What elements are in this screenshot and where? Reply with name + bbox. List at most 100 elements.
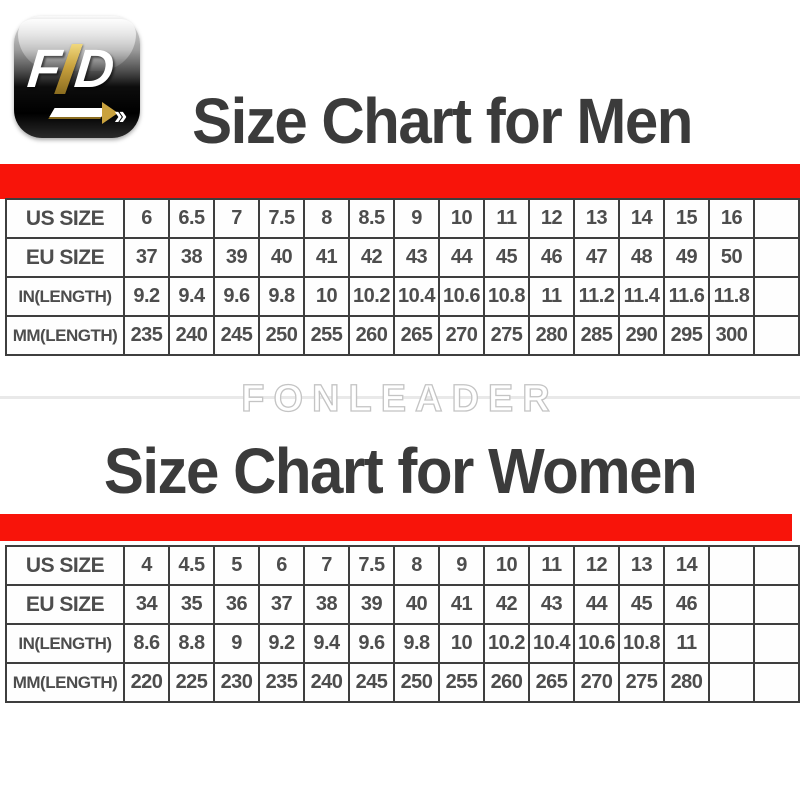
empty-cell [708, 662, 755, 703]
size-cell: 255 [303, 315, 350, 356]
size-cell: 9 [393, 198, 440, 239]
fld-logo-text: F D [25, 39, 117, 99]
size-cell: 9.4 [168, 276, 215, 317]
size-cell: 11.4 [618, 276, 665, 317]
row-label: EU SIZE [5, 237, 125, 278]
empty-cell [708, 584, 755, 625]
table-row: EU SIZE 34 35 36 37 38 39 40 41 42 43 44 45 46 [5, 584, 800, 625]
table-row: MM(LENGTH) 235 240 245 250 255 260 265 270 275 280… [5, 315, 800, 356]
size-cell: 280 [663, 662, 710, 703]
size-cell: 47 [573, 237, 620, 278]
size-cell: 6 [123, 198, 170, 239]
size-cell: 11.8 [708, 276, 755, 317]
red-divider-bar-men [0, 164, 800, 199]
red-divider-bar-women [0, 514, 792, 541]
row-label: US SIZE [5, 545, 125, 586]
size-cell: 40 [393, 584, 440, 625]
size-cell: 11.6 [663, 276, 710, 317]
size-cell: 8.5 [348, 198, 395, 239]
size-cell: 235 [258, 662, 305, 703]
size-cell: 240 [303, 662, 350, 703]
size-cell: 10.4 [528, 623, 575, 664]
size-cell: 7 [213, 198, 260, 239]
size-cell: 10.6 [573, 623, 620, 664]
size-cell: 10 [438, 198, 485, 239]
size-cell: 42 [348, 237, 395, 278]
table-row: IN(LENGTH) 8.6 8.8 9 9.2 9.4 9.6 9.8 10 10.2 10.4 1… [5, 623, 800, 664]
size-cell: 8.6 [123, 623, 170, 664]
table-row: MM(LENGTH) 220 225 230 235 240 245 250 255 260 265… [5, 662, 800, 703]
size-cell: 260 [348, 315, 395, 356]
size-cell: 9.6 [213, 276, 260, 317]
row-label: MM(LENGTH) [5, 315, 125, 356]
size-cell: 225 [168, 662, 215, 703]
size-cell: 9.6 [348, 623, 395, 664]
size-cell: 15 [663, 198, 710, 239]
empty-cell [753, 315, 800, 356]
size-cell: 9 [213, 623, 260, 664]
size-cell: 49 [663, 237, 710, 278]
size-cell: 9.4 [303, 623, 350, 664]
row-label: IN(LENGTH) [5, 276, 125, 317]
size-cell: 290 [618, 315, 665, 356]
size-cell: 230 [213, 662, 260, 703]
size-cell: 10 [438, 623, 485, 664]
size-cell: 45 [483, 237, 530, 278]
watermark-line [0, 396, 800, 399]
size-cell: 245 [213, 315, 260, 356]
size-cell: 14 [618, 198, 665, 239]
size-cell: 34 [123, 584, 170, 625]
size-cell: 295 [663, 315, 710, 356]
size-cell: 275 [618, 662, 665, 703]
size-cell: 7.5 [348, 545, 395, 586]
size-cell: 50 [708, 237, 755, 278]
size-cell: 5 [213, 545, 260, 586]
size-cell: 10 [483, 545, 530, 586]
size-cell: 42 [483, 584, 530, 625]
size-cell: 45 [618, 584, 665, 625]
size-cell: 46 [528, 237, 575, 278]
size-cell: 13 [618, 545, 665, 586]
size-cell: 10.6 [438, 276, 485, 317]
size-cell: 8 [393, 545, 440, 586]
table-row: US SIZE 4 4.5 5 6 7 7.5 8 9 10 11 12 13 14 [5, 545, 800, 586]
size-cell: 245 [348, 662, 395, 703]
size-cell: 10.2 [348, 276, 395, 317]
size-cell: 6 [258, 545, 305, 586]
size-cell: 11 [528, 545, 575, 586]
size-cell: 4.5 [168, 545, 215, 586]
size-cell: 9.2 [258, 623, 305, 664]
empty-cell [753, 623, 800, 664]
size-cell: 48 [618, 237, 665, 278]
size-cell: 39 [348, 584, 395, 625]
size-cell: 44 [438, 237, 485, 278]
men-size-table: US SIZE 6 6.5 7 7.5 8 8.5 9 10 11 12 13 14 15 16 EU SIZ… [5, 198, 800, 356]
right-arrow-icon: ›› [49, 100, 136, 130]
size-cell: 10.8 [483, 276, 530, 317]
table-row: EU SIZE 37 38 39 40 41 42 43 44 45 46 47 48 49 50 [5, 237, 800, 278]
size-cell: 9.2 [123, 276, 170, 317]
size-cell: 280 [528, 315, 575, 356]
arrow-head [102, 102, 118, 124]
size-cell: 250 [393, 662, 440, 703]
size-cell: 11.2 [573, 276, 620, 317]
fonleader-watermark: FONLEADER [241, 378, 559, 420]
size-cell: 43 [528, 584, 575, 625]
size-cell: 255 [438, 662, 485, 703]
size-cell: 7 [303, 545, 350, 586]
size-cell: 275 [483, 315, 530, 356]
size-cell: 38 [303, 584, 350, 625]
size-cell: 7.5 [258, 198, 305, 239]
size-cell: 11 [663, 623, 710, 664]
women-size-table: US SIZE 4 4.5 5 6 7 7.5 8 9 10 11 12 13 14 EU SIZE 34 35… [5, 545, 800, 703]
size-cell: 16 [708, 198, 755, 239]
size-cell: 240 [168, 315, 215, 356]
size-cell: 265 [393, 315, 440, 356]
size-cell: 220 [123, 662, 170, 703]
size-cell: 41 [438, 584, 485, 625]
size-cell: 36 [213, 584, 260, 625]
empty-cell [753, 198, 800, 239]
size-cell: 35 [168, 584, 215, 625]
size-cell: 41 [303, 237, 350, 278]
size-cell: 260 [483, 662, 530, 703]
